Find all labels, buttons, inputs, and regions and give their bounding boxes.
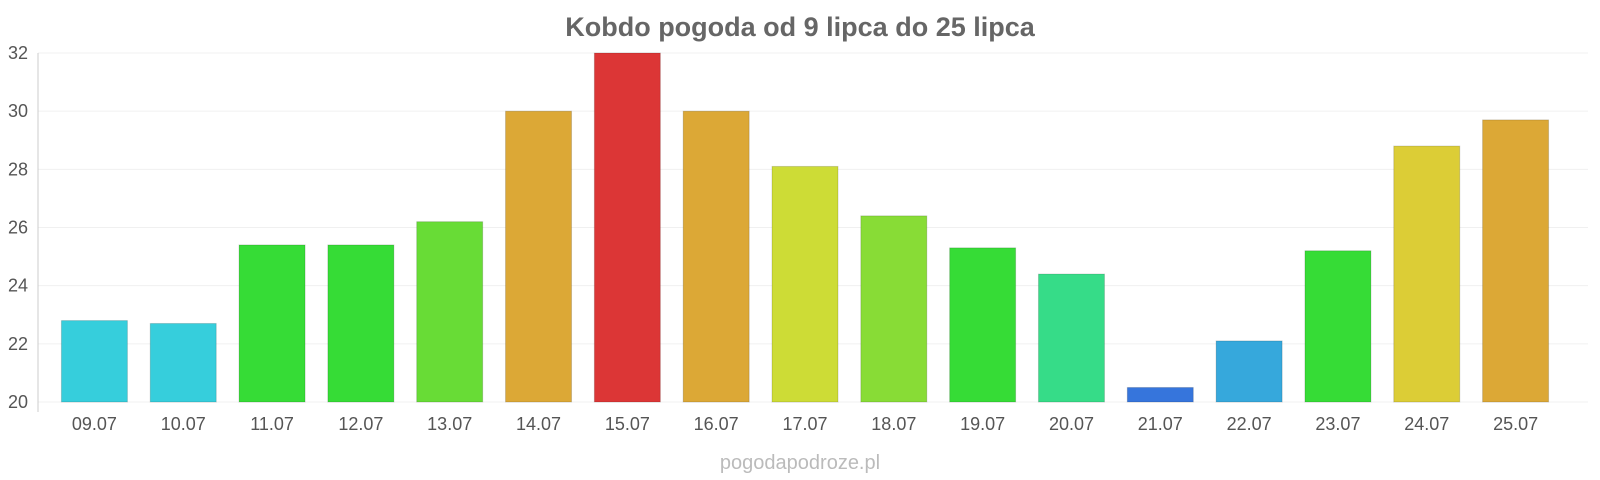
x-tick-label: 17.07: [782, 414, 827, 434]
footer-watermark: pogodapodroze.pl: [720, 452, 880, 474]
x-tick-label: 23.07: [1315, 414, 1360, 434]
x-tick-label: 24.07: [1404, 414, 1449, 434]
bar-24.07: [1393, 145, 1461, 403]
x-tick-label: 20.07: [1049, 414, 1094, 434]
x-tick-label: 15.07: [605, 414, 650, 434]
bar-13.07: [416, 221, 484, 403]
bar-12.07: [327, 244, 395, 403]
x-tick-label: 12.07: [338, 414, 383, 434]
x-tick-label: 18.07: [871, 414, 916, 434]
x-tick-label: 16.07: [694, 414, 739, 434]
x-tick-label: 25.07: [1493, 414, 1538, 434]
bar-25.07: [1482, 119, 1550, 403]
bars: [60, 52, 1550, 403]
bar-18.07: [860, 215, 928, 403]
x-tick-label: 21.07: [1138, 414, 1183, 434]
y-tick-label: 24: [8, 276, 28, 296]
bar-22.07: [1215, 340, 1283, 403]
chart-title: Kobdo pogoda od 9 lipca do 25 lipca: [565, 12, 1036, 42]
y-tick-label: 28: [8, 159, 28, 179]
bar-17.07: [771, 165, 839, 403]
x-tick-label: 14.07: [516, 414, 561, 434]
x-tick-label: 11.07: [250, 414, 294, 434]
bar-10.07: [149, 322, 217, 403]
x-tick-label: 19.07: [960, 414, 1005, 434]
bar-15.07: [593, 52, 661, 403]
bar-20.07: [1037, 273, 1105, 403]
x-axis: 09.07 10.07 11.07 12.07 13.07 14.07 15.07 16.07…: [72, 414, 1538, 434]
x-tick-label: 22.07: [1227, 414, 1272, 434]
bar-16.07: [682, 110, 750, 403]
y-tick-label: 22: [8, 334, 28, 354]
bar-23.07: [1304, 250, 1372, 403]
y-tick-label: 20: [8, 392, 28, 412]
y-tick-label: 32: [8, 43, 28, 63]
x-tick-label: 09.07: [72, 414, 117, 434]
bar-14.07: [505, 110, 573, 403]
y-tick-label: 30: [8, 101, 28, 121]
y-axis: 20 22 24 26 28 30 32: [8, 43, 39, 412]
bar-09.07: [60, 320, 128, 403]
x-tick-label: 13.07: [427, 414, 472, 434]
bar-19.07: [949, 247, 1017, 403]
bar-21.07: [1126, 386, 1194, 403]
y-tick-label: 26: [8, 218, 28, 238]
x-tick-label: 10.07: [161, 414, 206, 434]
bar-11.07: [238, 244, 306, 403]
